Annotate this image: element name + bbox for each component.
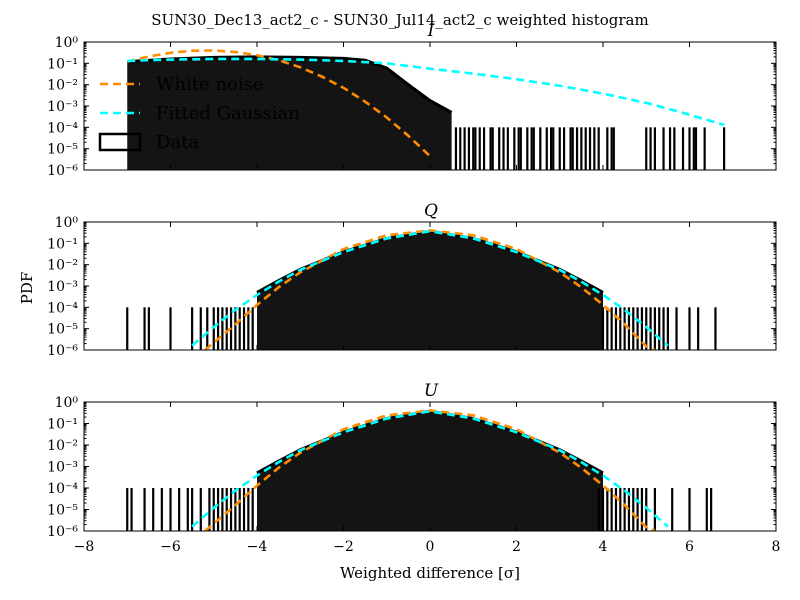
y-tick-label: 10⁻³ — [47, 279, 78, 295]
y-tick-label: 10⁻⁵ — [47, 322, 78, 338]
figure-xlabel: Weighted difference [σ] — [340, 564, 520, 582]
y-tick-label: 10⁻⁶ — [47, 343, 78, 359]
y-tick-label: 10⁻¹ — [47, 417, 78, 433]
y-tick-label: 10⁻⁵ — [47, 503, 78, 519]
y-tick-label: 10⁻⁵ — [47, 142, 78, 158]
y-tick-label: 10⁻² — [47, 78, 78, 94]
x-tick-label: 8 — [772, 539, 781, 555]
x-tick-label: −2 — [333, 539, 354, 555]
panel-plot-area — [126, 409, 713, 531]
x-tick-label: −4 — [247, 539, 268, 555]
panel-u: U 10⁻⁶ 10⁻⁵ 10⁻⁴ 10⁻³ 10⁻² 10⁻¹ 10⁰ −8 −6 −4 −2 0 2 4 6… — [47, 381, 780, 555]
y-tick-label: 10⁻⁴ — [47, 300, 78, 316]
x-tick-label: −8 — [74, 539, 95, 555]
y-tick-label: 10⁻⁶ — [47, 524, 78, 540]
panel-q: Q 10⁻⁶ 10⁻⁵ 10⁻⁴ 10⁻³ 10⁻² 10⁻¹ 10⁰ — [47, 201, 777, 359]
data-histogram-fill — [257, 231, 603, 350]
panel-title: U — [424, 381, 439, 401]
y-tick-label: 10⁻¹ — [47, 56, 78, 72]
legend-swatch-box — [98, 132, 142, 152]
series-line-white-noise — [126, 49, 431, 158]
legend-label: Data — [156, 132, 199, 153]
x-tick-label: 4 — [599, 539, 608, 555]
y-tick-label: 10⁻⁴ — [47, 120, 78, 136]
series-line-white-noise — [204, 409, 656, 531]
legend-label: Fitted Gaussian — [156, 103, 300, 124]
y-tick-label: 10⁻² — [47, 438, 78, 454]
y-tick-label: 10⁻³ — [47, 460, 78, 476]
data-histogram-fill — [257, 411, 603, 531]
y-tick-label: 10⁻⁴ — [47, 481, 78, 497]
panel-plot-area — [126, 229, 717, 350]
series-line-fitted-gaussian — [127, 57, 725, 127]
panel-title: I — [427, 21, 435, 41]
y-tick-label: 10⁻³ — [47, 99, 78, 115]
figure-ylabel: PDF — [18, 272, 36, 305]
x-tick-label: 2 — [512, 539, 521, 555]
x-tick-label: 6 — [685, 539, 694, 555]
y-tick-label: 10⁰ — [55, 35, 79, 51]
panel-title: Q — [424, 201, 438, 221]
data-histogram-fill — [127, 56, 452, 170]
y-tick-label: 10⁰ — [55, 395, 79, 411]
y-tick-label: 10⁻⁶ — [47, 163, 78, 179]
legend-label: White noise — [156, 74, 264, 95]
panel-plot-area — [126, 49, 726, 170]
x-tick-label: −6 — [160, 539, 181, 555]
figure-suptitle: SUN30_Dec13_act2_c - SUN30_Jul14_act2_c … — [151, 11, 648, 29]
panel-i: I 10⁻⁶ 10⁻⁵ 10⁻⁴ 10⁻³ 10⁻² 10⁻¹ 10⁰ White noise F… — [47, 21, 777, 179]
x-tick-label: 0 — [426, 539, 435, 555]
y-tick-label: 10⁻² — [47, 258, 78, 274]
series-line-white-noise — [204, 229, 656, 350]
y-tick-label: 10⁻¹ — [47, 236, 78, 252]
y-tick-label: 10⁰ — [55, 215, 79, 231]
